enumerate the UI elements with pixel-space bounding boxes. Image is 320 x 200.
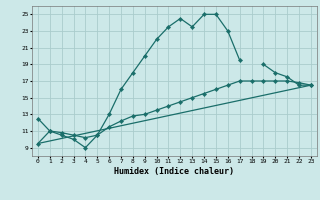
X-axis label: Humidex (Indice chaleur): Humidex (Indice chaleur) <box>115 167 234 176</box>
